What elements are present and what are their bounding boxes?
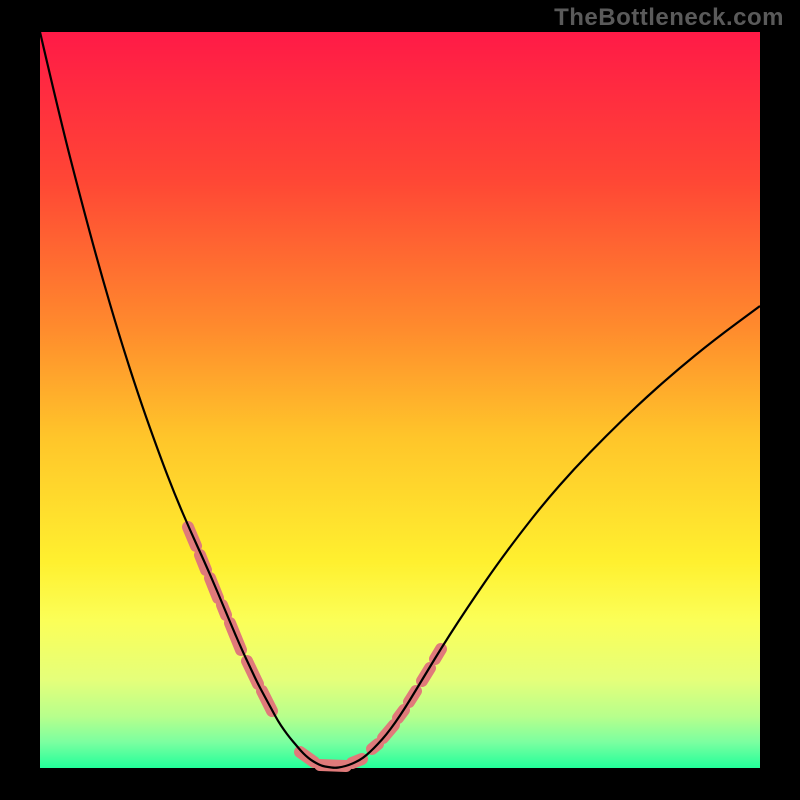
chart-container: { "watermark": { "text": "TheBottleneck.… <box>0 0 800 800</box>
plot-background <box>40 32 760 768</box>
watermark-text: TheBottleneck.com <box>554 4 784 32</box>
bottleneck-chart <box>0 0 800 800</box>
